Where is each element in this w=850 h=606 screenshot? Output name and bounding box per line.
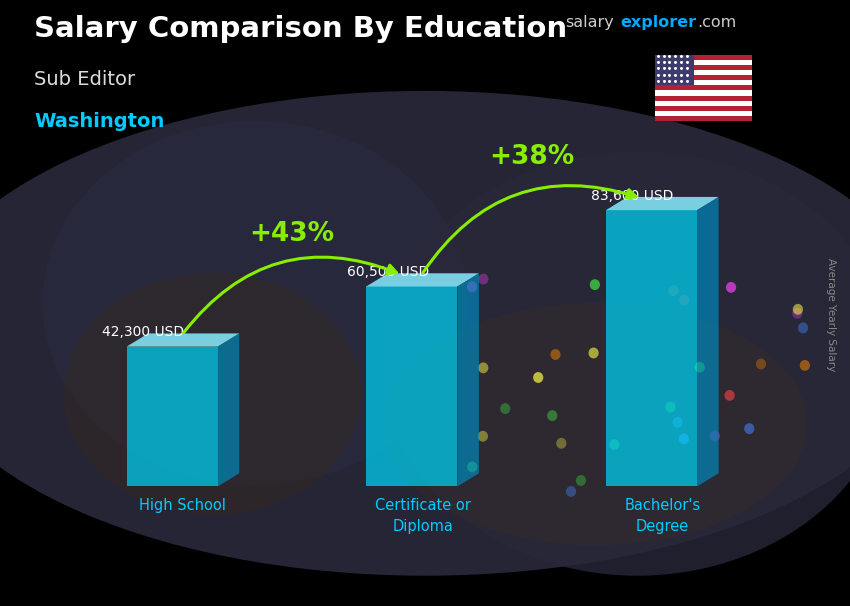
Text: Salary Comparison By Education: Salary Comparison By Education — [34, 15, 567, 43]
Bar — [654, 59, 752, 65]
Polygon shape — [127, 347, 218, 487]
Bar — [654, 80, 752, 85]
Ellipse shape — [468, 461, 478, 472]
Text: Average Yearly Salary: Average Yearly Salary — [826, 259, 836, 371]
Text: +38%: +38% — [489, 144, 575, 170]
Ellipse shape — [793, 304, 803, 315]
Ellipse shape — [551, 349, 561, 360]
Ellipse shape — [792, 308, 802, 319]
Polygon shape — [606, 210, 697, 487]
Ellipse shape — [800, 360, 810, 371]
Ellipse shape — [744, 423, 754, 434]
Ellipse shape — [588, 347, 598, 358]
Text: 42,300 USD: 42,300 USD — [102, 325, 184, 339]
Ellipse shape — [42, 121, 468, 485]
Text: Sub Editor: Sub Editor — [34, 70, 135, 88]
Ellipse shape — [64, 273, 361, 515]
Text: explorer: explorer — [620, 15, 697, 30]
Ellipse shape — [0, 91, 850, 576]
Text: Certificate or
Diploma: Certificate or Diploma — [375, 498, 471, 534]
Bar — [654, 106, 752, 111]
Polygon shape — [697, 197, 718, 487]
Bar — [654, 65, 752, 70]
Bar — [654, 101, 752, 106]
Ellipse shape — [694, 362, 705, 373]
Ellipse shape — [479, 362, 489, 373]
Ellipse shape — [500, 403, 510, 414]
Ellipse shape — [575, 475, 586, 486]
Bar — [654, 96, 752, 101]
Text: Bachelor's
Degree: Bachelor's Degree — [624, 498, 700, 534]
Bar — [654, 111, 752, 116]
Text: +43%: +43% — [249, 221, 335, 247]
Ellipse shape — [547, 410, 558, 421]
Text: 83,600 USD: 83,600 USD — [591, 189, 673, 203]
Ellipse shape — [382, 152, 850, 576]
Ellipse shape — [756, 359, 766, 370]
Polygon shape — [457, 273, 479, 487]
Ellipse shape — [679, 295, 689, 305]
Text: Washington: Washington — [34, 112, 164, 131]
Bar — [654, 116, 752, 121]
Text: 60,500 USD: 60,500 USD — [347, 265, 429, 279]
Polygon shape — [606, 197, 718, 210]
Polygon shape — [218, 333, 239, 487]
Ellipse shape — [556, 438, 566, 448]
Polygon shape — [366, 273, 479, 287]
Ellipse shape — [798, 322, 808, 333]
Ellipse shape — [710, 430, 720, 441]
Bar — [654, 55, 752, 59]
Ellipse shape — [668, 285, 678, 296]
Polygon shape — [366, 287, 457, 487]
Ellipse shape — [609, 439, 620, 450]
Ellipse shape — [479, 273, 489, 284]
Ellipse shape — [724, 390, 734, 401]
Bar — [654, 70, 752, 75]
Ellipse shape — [679, 433, 689, 444]
Text: High School: High School — [139, 498, 226, 513]
Bar — [654, 55, 694, 85]
Ellipse shape — [382, 303, 808, 545]
Text: .com: .com — [697, 15, 736, 30]
Text: salary: salary — [565, 15, 614, 30]
Bar — [654, 85, 752, 90]
Ellipse shape — [590, 279, 600, 290]
Polygon shape — [127, 333, 239, 347]
Ellipse shape — [467, 281, 477, 292]
Ellipse shape — [478, 431, 488, 442]
Bar — [654, 75, 752, 80]
Ellipse shape — [726, 282, 736, 293]
Bar — [654, 90, 752, 96]
Ellipse shape — [666, 402, 676, 413]
Ellipse shape — [566, 486, 576, 497]
Ellipse shape — [533, 372, 543, 383]
Ellipse shape — [672, 417, 683, 428]
